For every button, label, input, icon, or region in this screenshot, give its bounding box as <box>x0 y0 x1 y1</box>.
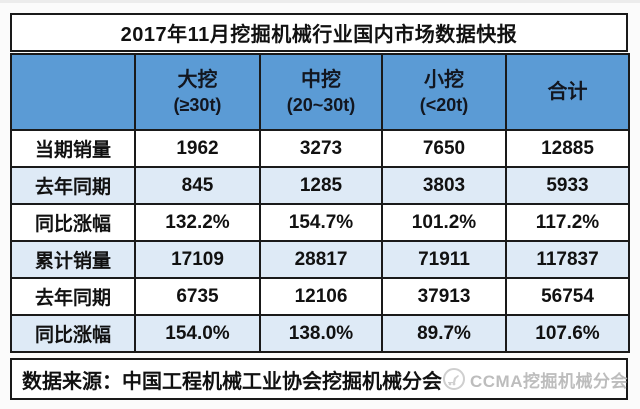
table-row-current-sales: 当期销量 1962 3273 7650 12885 <box>10 129 630 168</box>
col-name: 大挖 <box>177 69 218 91</box>
ccma-logo: CCMA挖掘机械分会 <box>442 367 628 392</box>
header-col-big-excavator: 大挖 (≥30t) <box>134 53 261 131</box>
header-col-small-excavator: 小挖 (<20t) <box>381 53 507 131</box>
col-name: 合计 <box>547 81 588 103</box>
ccma-logo-text: CCMA挖掘机械分会 <box>470 371 628 391</box>
cell-value: 3803 <box>381 166 507 205</box>
row-label: 同比涨幅 <box>10 314 136 353</box>
cell-value: 117.2% <box>505 203 630 242</box>
cell-value: 56754 <box>505 277 630 316</box>
cell-value: 89.7% <box>381 314 507 353</box>
col-name: 小挖 <box>424 69 464 91</box>
cell-value: 3273 <box>259 129 383 168</box>
market-data-table: 大挖 (≥30t) 中挖 (20~30t) 小挖 (<20t) 合计 <box>10 53 630 353</box>
data-source-text: 数据来源：中国工程机械工业协会挖掘机械分会 <box>22 370 442 393</box>
cell-value: 12106 <box>259 277 383 316</box>
header-empty-cell <box>10 53 136 131</box>
cell-value: 107.6% <box>505 314 630 353</box>
header-col-mid-excavator: 中挖 (20~30t) <box>259 53 383 131</box>
table-row-last-year-cumulative: 去年同期 6735 12106 37913 56754 <box>10 277 630 316</box>
col-name: 中挖 <box>301 69 341 91</box>
cell-value: 154.7% <box>259 203 383 242</box>
col-range: (20~30t) <box>286 95 356 115</box>
cell-value: 101.2% <box>381 203 507 242</box>
cell-value: 17109 <box>134 240 261 279</box>
table-row-yoy-growth: 同比涨幅 132.2% 154.7% 101.2% 117.2% <box>10 203 630 242</box>
cell-value: 7650 <box>381 129 507 168</box>
row-label: 去年同期 <box>10 166 136 205</box>
report-title-box: 2017年11月挖掘机械行业国内市场数据快报 <box>10 13 628 52</box>
cell-value: 154.0% <box>134 314 261 353</box>
cell-value: 28817 <box>259 240 383 279</box>
cell-value: 5933 <box>505 166 630 205</box>
table-header-row: 大挖 (≥30t) 中挖 (20~30t) 小挖 (<20t) 合计 <box>10 53 630 131</box>
cell-value: 132.2% <box>134 203 261 242</box>
row-label: 去年同期 <box>10 277 136 316</box>
header-col-total: 合计 <box>505 53 630 131</box>
cell-value: 1285 <box>259 166 383 205</box>
cell-value: 845 <box>134 166 261 205</box>
col-range: (<20t) <box>419 95 469 115</box>
row-label: 当期销量 <box>10 129 136 168</box>
cell-value: 37913 <box>381 277 507 316</box>
cell-value: 71911 <box>381 240 507 279</box>
table-row-cumulative-sales: 累计销量 17109 28817 71911 117837 <box>10 240 630 279</box>
report-title: 2017年11月挖掘机械行业国内市场数据快报 <box>120 24 518 46</box>
row-label: 同比涨幅 <box>10 203 136 242</box>
cell-value: 138.0% <box>259 314 383 353</box>
cell-value: 1962 <box>134 129 261 168</box>
cell-value: 12885 <box>505 129 630 168</box>
col-range: (≥30t) <box>173 95 222 115</box>
row-label: 累计销量 <box>10 240 136 279</box>
cell-value: 117837 <box>505 240 630 279</box>
excavator-logo-icon <box>443 368 465 390</box>
table-row-last-year-same-period: 去年同期 845 1285 3803 5933 <box>10 166 630 205</box>
cell-value: 6735 <box>134 277 261 316</box>
table-row-cumulative-yoy-growth: 同比涨幅 154.0% 138.0% 89.7% 107.6% <box>10 314 630 353</box>
data-source-bar: 数据来源：中国工程机械工业协会挖掘机械分会 CCMA挖掘机械分会 <box>10 358 628 400</box>
